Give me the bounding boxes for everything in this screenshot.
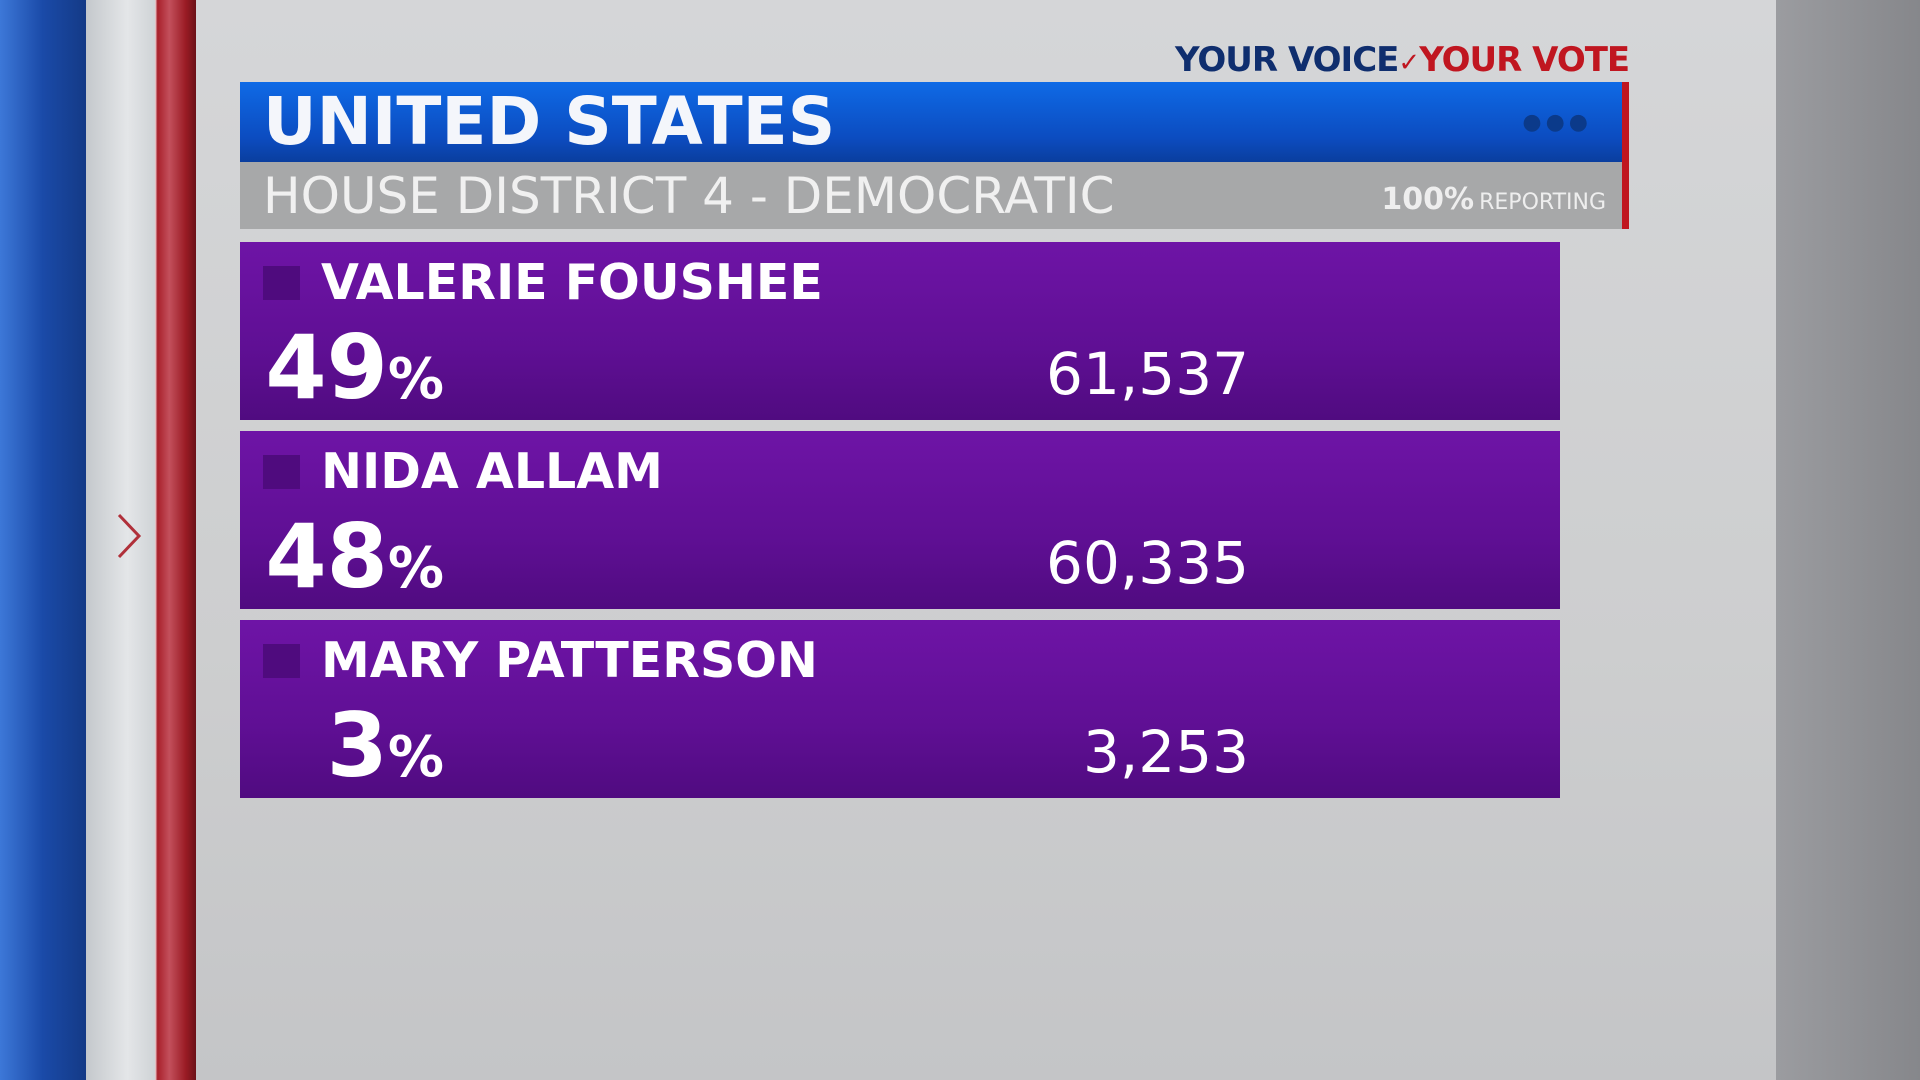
reporting-status: 100% REPORTING	[1381, 182, 1606, 217]
candidate-votes: 60,335	[1046, 529, 1249, 597]
candidate-percent: 48%	[265, 505, 444, 608]
candidate-row: MARY PATTERSON 3% 3,253	[240, 620, 1560, 798]
light-stripe	[86, 0, 155, 1080]
candidate-row: VALERIE FOUSHEE 49% 61,537	[240, 242, 1560, 420]
page-title: UNITED STATES	[263, 83, 836, 160]
candidate-color-swatch	[263, 644, 300, 678]
red-accent-line	[1622, 82, 1629, 229]
candidate-row: NIDA ALLAM 48% 60,335	[240, 431, 1560, 609]
candidate-color-swatch	[263, 455, 300, 489]
reporting-percent: 100%	[1381, 182, 1475, 217]
reporting-label: REPORTING	[1479, 190, 1606, 215]
candidate-percent: 49%	[265, 316, 444, 419]
logo-vote: YOUR VOTE	[1419, 40, 1630, 80]
your-voice-your-vote-logo: YOUR VOICE✓YOUR VOTE	[1175, 40, 1630, 80]
dots-icon: ●●●	[1522, 110, 1592, 135]
candidate-votes: 61,537	[1046, 340, 1249, 408]
background-right	[1776, 0, 1920, 1080]
red-stripe	[155, 0, 196, 1080]
candidate-name: MARY PATTERSON	[321, 632, 818, 689]
candidate-color-swatch	[263, 266, 300, 300]
candidate-name: VALERIE FOUSHEE	[321, 254, 823, 311]
checkmark-icon: ✓	[1398, 48, 1420, 78]
blue-stripe	[0, 0, 86, 1080]
chevron-right-icon	[117, 513, 142, 559]
candidate-percent: 3%	[326, 694, 444, 797]
logo-voice: YOUR VOICE	[1175, 40, 1399, 80]
race-label: HOUSE DISTRICT 4 - DEMOCRATIC	[263, 167, 1115, 225]
candidate-votes: 3,253	[1082, 718, 1249, 786]
candidate-name: NIDA ALLAM	[321, 443, 663, 500]
region-header: UNITED STATES ●●●	[240, 82, 1622, 162]
race-bar: HOUSE DISTRICT 4 - DEMOCRATIC 100% REPOR…	[240, 162, 1622, 229]
